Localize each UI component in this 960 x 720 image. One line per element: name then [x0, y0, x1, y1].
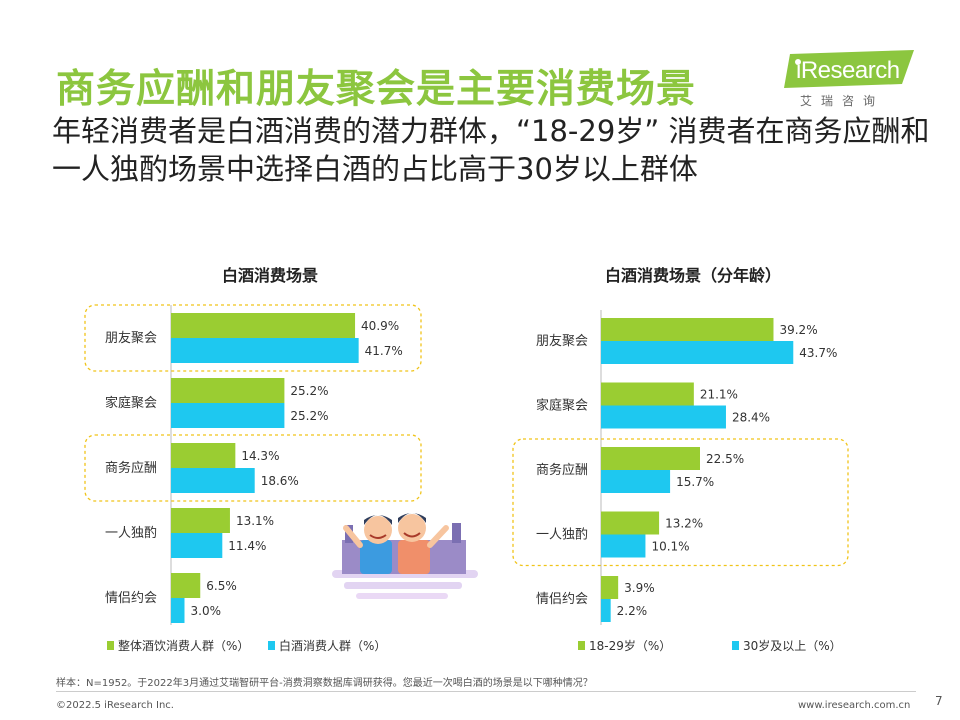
legend-label: 整体酒饮消费人群（%）: [118, 638, 249, 653]
bar: [601, 470, 671, 493]
bar: [601, 576, 619, 599]
data-label: 3.9%: [624, 581, 655, 595]
bar: [171, 598, 185, 623]
bar: [171, 533, 223, 558]
data-label: 10.1%: [651, 540, 689, 554]
category-label: 一人独酌: [536, 528, 588, 543]
category-label: 商务应酬: [105, 460, 157, 476]
legend-swatch: [732, 641, 739, 650]
data-label: 15.7%: [676, 475, 714, 489]
bar: [601, 405, 726, 429]
chart-1-title: 白酒消费场景: [222, 266, 319, 285]
data-label: 18.6%: [261, 474, 299, 488]
data-label: 28.4%: [732, 411, 770, 425]
data-label: 39.2%: [779, 323, 817, 337]
bar: [601, 447, 700, 470]
data-label: 43.7%: [799, 346, 837, 360]
legend-label: 18-29岁（%）: [589, 638, 671, 653]
bar: [171, 338, 359, 363]
category-label: 一人独酌: [105, 526, 157, 541]
category-label: 情侣约会: [105, 591, 157, 606]
bar: [171, 443, 236, 468]
category-label: 家庭聚会: [105, 395, 157, 411]
bar: [171, 573, 201, 598]
bar: [601, 382, 694, 406]
page-subtitle: 年轻消费者是白酒消费的潜力群体，“18-29岁” 消费者在商务应酬和一人独酌场景…: [52, 114, 930, 186]
data-label: 22.5%: [706, 452, 744, 466]
website-link[interactable]: www.iresearch.com.cn: [798, 700, 911, 711]
data-label: 25.2%: [290, 409, 328, 423]
bar: [601, 511, 660, 535]
chart-2-title: 白酒消费场景（分年龄）: [605, 266, 782, 285]
category-label: 朋友聚会: [105, 330, 157, 346]
bar: [171, 313, 356, 338]
legend-swatch: [578, 641, 585, 650]
legend-swatch: [268, 641, 275, 650]
category-label: 家庭聚会: [536, 398, 588, 414]
bar: [601, 534, 646, 558]
logo-subtext: 艾瑞咨询: [800, 94, 885, 108]
category-label: 朋友聚会: [536, 333, 588, 349]
data-label: 25.2%: [290, 384, 328, 398]
page-number: 7: [935, 694, 943, 708]
bar: [601, 341, 794, 364]
data-label: 13.2%: [665, 517, 703, 531]
bar: [171, 468, 255, 493]
data-label: 14.3%: [241, 449, 279, 463]
bar: [171, 403, 285, 428]
category-label: 商务应酬: [536, 462, 588, 478]
data-label: 40.9%: [361, 319, 399, 333]
bar: [601, 318, 774, 341]
legend-label: 白酒消费人群（%）: [279, 638, 386, 653]
highlight-box: [512, 438, 849, 567]
footer-divider: [56, 691, 916, 692]
category-label: 情侣约会: [536, 592, 588, 607]
logo-wordmark: iResearch: [796, 57, 900, 84]
data-label: 2.2%: [617, 604, 648, 618]
data-label: 11.4%: [228, 539, 266, 553]
data-label: 3.0%: [191, 604, 222, 618]
iresearch-logo: iResearch 艾瑞咨询: [778, 48, 918, 110]
data-label: 13.1%: [236, 514, 274, 528]
bar: [601, 599, 611, 622]
data-label: 21.1%: [700, 388, 738, 402]
page-title: 商务应酬和朋友聚会是主要消费场景: [56, 67, 697, 112]
legend-swatch: [107, 641, 114, 650]
bar: [171, 508, 230, 533]
sample-note: 样本：N=1952。于2022年3月通过艾瑞智研平台-消费洞察数据库调研获得。您…: [56, 678, 593, 689]
legend-label: 30岁及以上（%）: [743, 638, 842, 653]
highlight-box: [84, 434, 422, 502]
highlight-box: [84, 304, 422, 372]
data-label: 41.7%: [365, 344, 403, 358]
data-label: 6.5%: [206, 579, 237, 593]
bar: [171, 378, 285, 403]
copyright: ©2022.5 iResearch Inc.: [56, 700, 174, 711]
